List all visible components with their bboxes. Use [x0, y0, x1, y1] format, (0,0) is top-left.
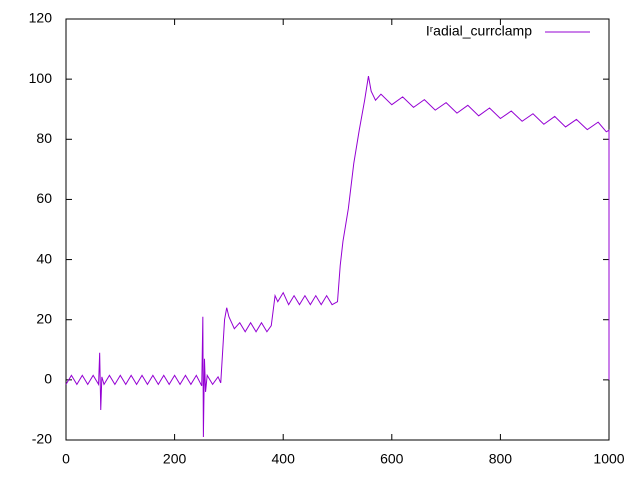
data-line — [65, 76, 610, 437]
y-tick-label: 100 — [29, 70, 53, 86]
y-tick-label: 20 — [36, 310, 52, 326]
x-tick-label: 200 — [163, 451, 187, 467]
plot-border — [65, 18, 610, 441]
x-tick-label: 0 — [62, 451, 70, 467]
x-tick-label: 1000 — [593, 451, 624, 467]
y-tick-label: 0 — [44, 371, 52, 387]
x-tick-label: 400 — [272, 451, 296, 467]
legend-label: Iʳadial_currclamp — [426, 23, 532, 39]
x-tick-label: 800 — [489, 451, 513, 467]
y-tick-label: 60 — [36, 190, 52, 206]
y-tick-label: 80 — [36, 130, 52, 146]
y-tick-label: -20 — [32, 431, 52, 447]
y-tick-label: 120 — [29, 10, 53, 26]
y-tick-label: 40 — [36, 250, 52, 266]
x-tick-label: 600 — [380, 451, 404, 467]
